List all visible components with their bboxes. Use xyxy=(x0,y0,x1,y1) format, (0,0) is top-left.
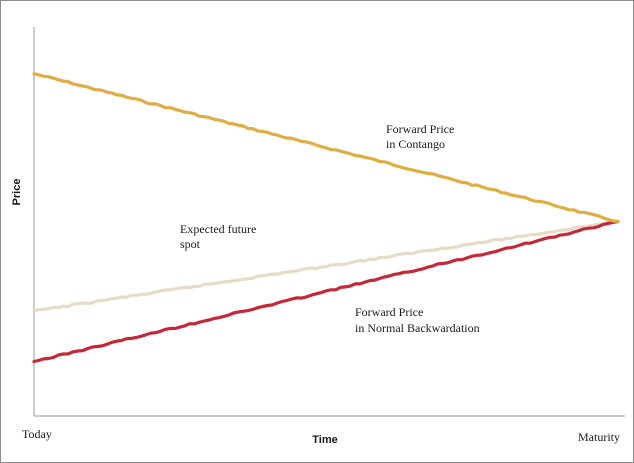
x-tick-label-start: Today xyxy=(22,427,52,441)
series-line-0 xyxy=(32,72,620,224)
series-line-1 xyxy=(32,219,620,313)
series-line-2 xyxy=(32,219,620,364)
x-axis-title: Time xyxy=(312,434,337,446)
contango-label-line2: in Contango xyxy=(386,137,445,151)
x-tick-label-end: Maturity xyxy=(578,430,620,444)
y-axis-title: Price xyxy=(11,179,23,206)
contango-label-line1: Forward Price xyxy=(386,122,454,136)
series-layer xyxy=(32,72,620,364)
spot-label-line2: spot xyxy=(180,237,201,251)
backwardation-label-line1: Forward Price xyxy=(355,305,423,319)
spot-label-line1: Expected future xyxy=(180,222,256,236)
backwardation-label-line2: in Normal Backwardation xyxy=(355,321,480,335)
